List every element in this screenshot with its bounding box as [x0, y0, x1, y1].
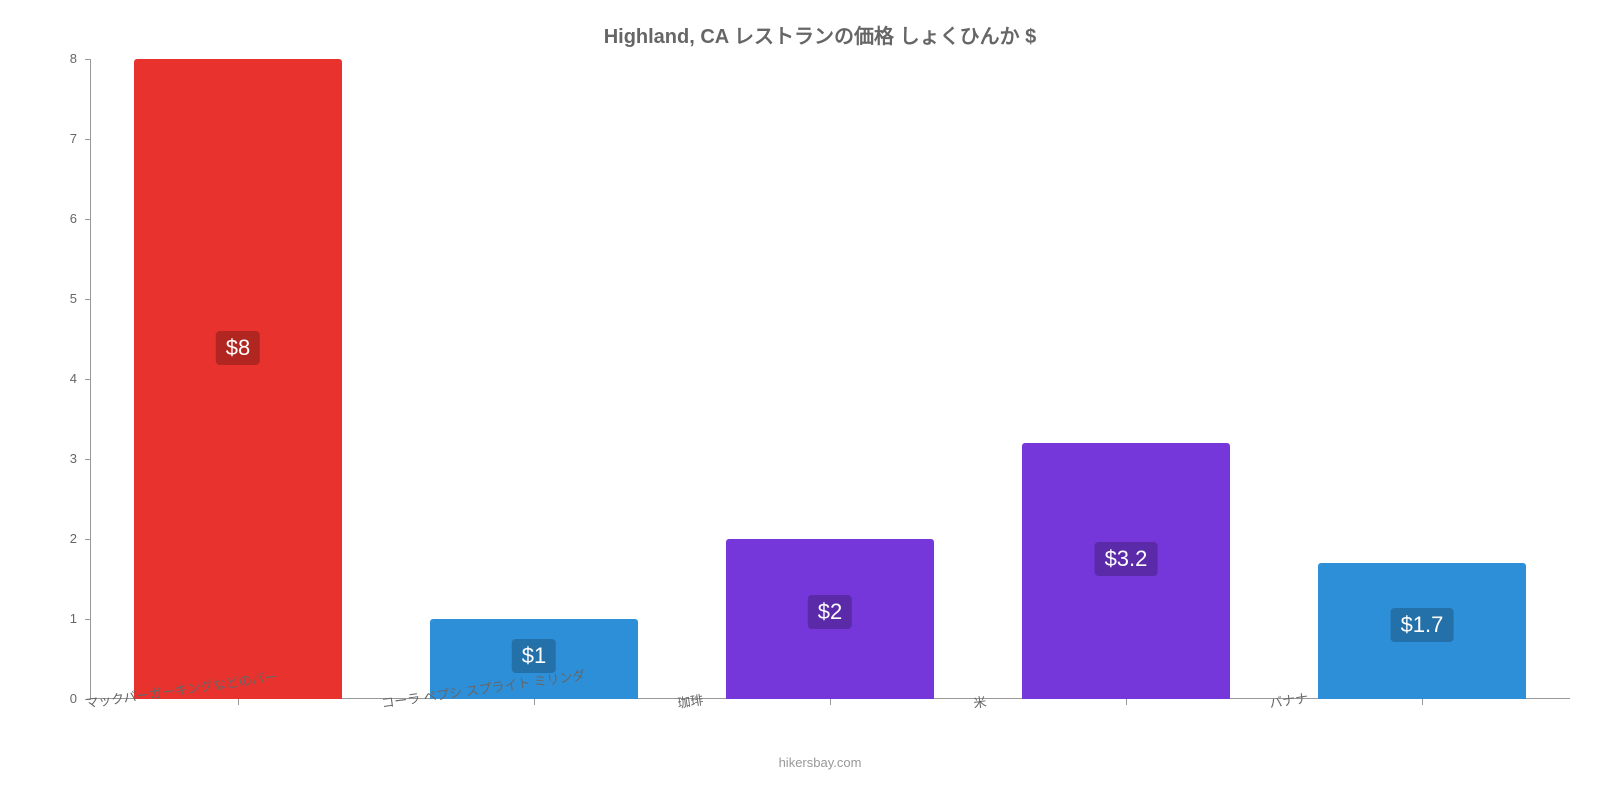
x-axis-label: 米 [972, 691, 988, 712]
y-tick-label: 3 [70, 451, 85, 466]
x-axis-label: 珈琲 [676, 689, 704, 711]
bar-value-label: $3.2 [1095, 542, 1158, 576]
y-tick-label: 7 [70, 131, 85, 146]
bar: $8 [134, 59, 341, 699]
y-tick-label: 4 [70, 371, 85, 386]
bar: $1.7 [1318, 563, 1525, 699]
bar-chart: Highland, CA レストランの価格 しょくひんか $ 0 1 2 3 4 5 6 7 8… [70, 20, 1570, 780]
bar-value-label: $2 [808, 595, 852, 629]
x-axis-label: バナナ [1268, 688, 1309, 712]
y-tick: 3 [70, 451, 85, 466]
bars-group: $8 $1 $2 $3.2 $1.7 [90, 59, 1570, 699]
bar-value-label: $8 [216, 331, 260, 365]
y-tick: 2 [70, 531, 85, 546]
bar: $2 [726, 539, 933, 699]
y-tick-label: 8 [70, 51, 85, 66]
y-tick-label: 6 [70, 211, 85, 226]
bar-value-label: $1 [512, 639, 556, 673]
y-tick: 8 [70, 51, 85, 66]
bar-value-label: $1.7 [1391, 608, 1454, 642]
y-tick: 7 [70, 131, 85, 146]
plot-area: 012345678 $8$1$2$3.2$1.7 [90, 59, 1570, 699]
y-axis: 012345678 [55, 59, 85, 699]
y-tick: 0 [70, 691, 85, 706]
y-tick: 4 [70, 371, 85, 386]
x-axis-labels: マックバーガーキングなどのバーコーラ ペプシ スプライト ミリンダ珈琲米バナナ [90, 685, 1570, 725]
y-tick-label: 1 [70, 611, 85, 626]
y-tick-label: 5 [70, 291, 85, 306]
attribution-text: hikersbay.com [70, 755, 1570, 770]
y-tick: 6 [70, 211, 85, 226]
y-tick-label: 0 [70, 691, 85, 706]
y-tick: 5 [70, 291, 85, 306]
chart-title: Highland, CA レストランの価格 しょくひんか $ [70, 20, 1570, 49]
bar: $3.2 [1022, 443, 1229, 699]
y-tick: 1 [70, 611, 85, 626]
y-tick-label: 2 [70, 531, 85, 546]
